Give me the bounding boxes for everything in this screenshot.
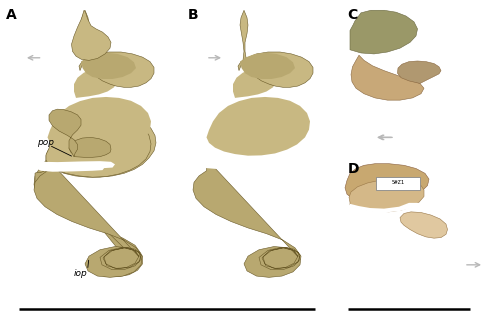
- Polygon shape: [74, 70, 118, 98]
- Polygon shape: [233, 70, 276, 98]
- Text: C: C: [348, 8, 358, 22]
- Polygon shape: [240, 53, 295, 79]
- Text: B: B: [188, 8, 198, 22]
- Polygon shape: [34, 164, 142, 277]
- Polygon shape: [72, 10, 111, 60]
- Polygon shape: [48, 97, 151, 156]
- Text: pop: pop: [38, 138, 54, 147]
- Polygon shape: [34, 161, 115, 169]
- Bar: [376, 177, 420, 190]
- Polygon shape: [79, 10, 154, 87]
- Text: 5#Z1: 5#Z1: [392, 180, 404, 186]
- Polygon shape: [34, 160, 142, 277]
- Polygon shape: [351, 55, 424, 100]
- Polygon shape: [34, 163, 105, 172]
- Polygon shape: [193, 164, 301, 277]
- Text: D: D: [348, 162, 359, 176]
- Polygon shape: [46, 112, 151, 177]
- Polygon shape: [193, 161, 274, 169]
- Polygon shape: [35, 171, 141, 275]
- Polygon shape: [350, 10, 418, 54]
- Polygon shape: [69, 137, 111, 157]
- Polygon shape: [49, 109, 81, 157]
- Polygon shape: [50, 101, 148, 157]
- Polygon shape: [345, 164, 429, 204]
- Polygon shape: [350, 203, 420, 213]
- Polygon shape: [398, 61, 441, 83]
- Polygon shape: [206, 97, 310, 156]
- Polygon shape: [81, 53, 136, 79]
- Text: A: A: [6, 8, 17, 22]
- Text: iop: iop: [74, 269, 88, 278]
- Polygon shape: [349, 180, 424, 212]
- Polygon shape: [46, 109, 156, 177]
- Polygon shape: [400, 212, 448, 238]
- Polygon shape: [238, 10, 313, 87]
